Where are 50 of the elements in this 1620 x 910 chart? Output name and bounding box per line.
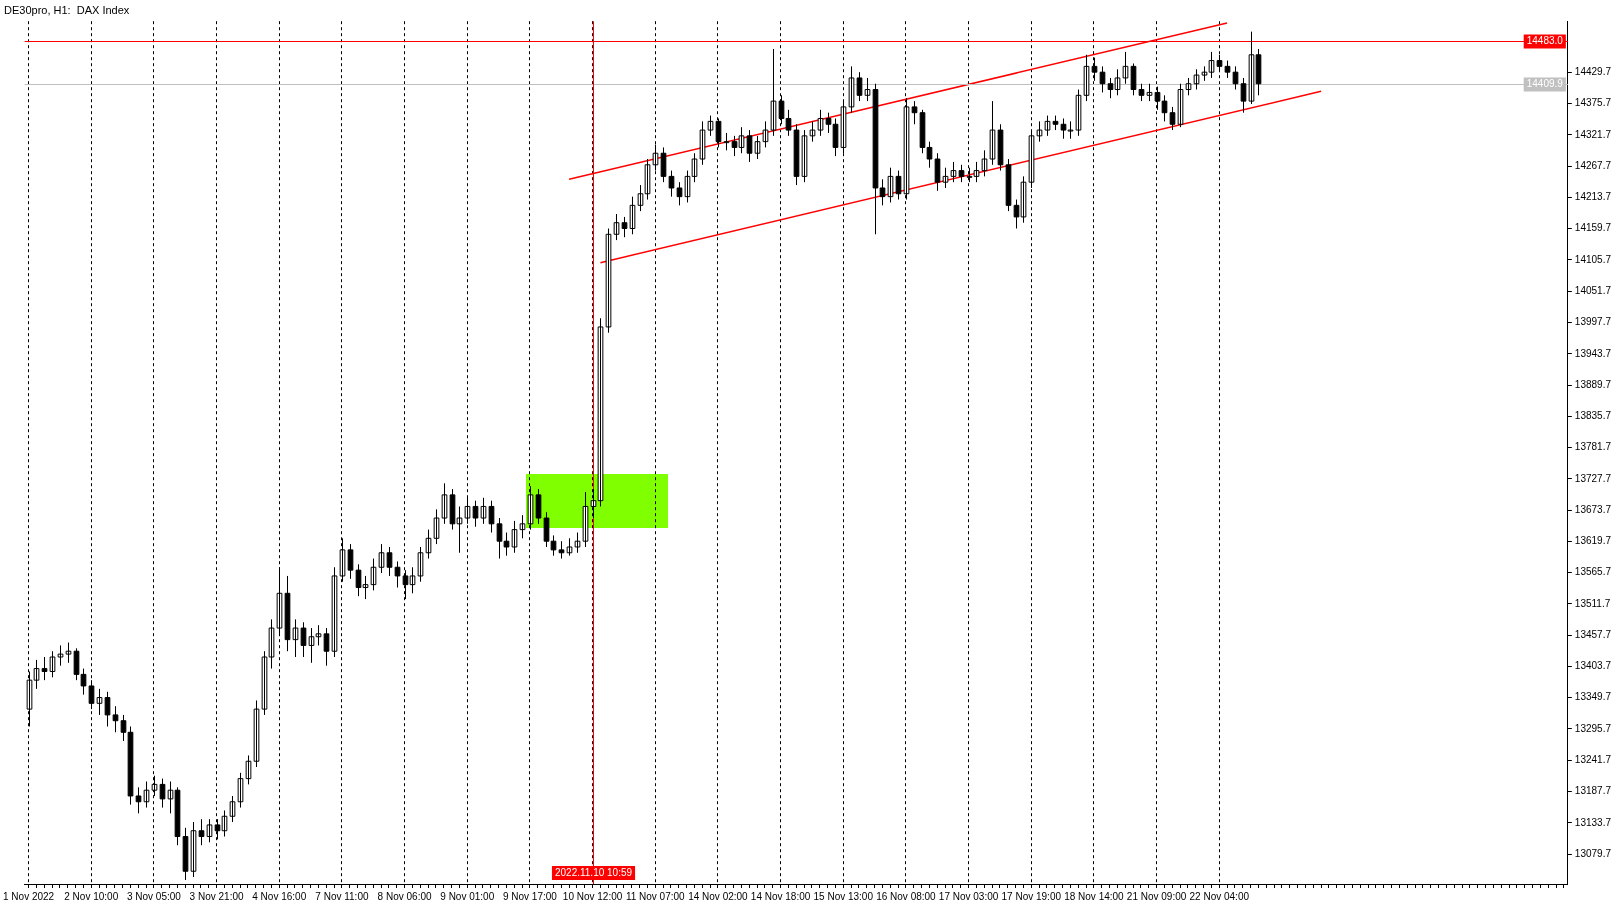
- x-tick-label: 10 Nov 12:00: [562, 890, 623, 902]
- x-tick-label: 17 Nov 03:00: [938, 890, 999, 902]
- y-tick-label: 13565.7: [1574, 566, 1612, 578]
- y-tick-label: 13997.7: [1574, 316, 1612, 328]
- y-tick-label: 13727.7: [1574, 472, 1612, 484]
- ref-line-label: 14483.0: [1526, 35, 1564, 47]
- y-tick-label: 13781.7: [1574, 441, 1612, 453]
- y-tick-label: 13133.7: [1574, 816, 1612, 828]
- y-tick-label: 13889.7: [1574, 378, 1612, 390]
- x-tick-label: 18 Nov 14:00: [1064, 890, 1125, 902]
- y-tick-label: 13403.7: [1574, 660, 1612, 672]
- x-tick-label: 9 Nov 01:00: [440, 890, 495, 902]
- y-tick-label: 13835.7: [1574, 410, 1612, 422]
- y-tick-label: 14429.7: [1574, 66, 1612, 78]
- y-tick-label: 13673.7: [1574, 503, 1612, 515]
- ref-line-label: 2022.11.10 10:59: [554, 866, 633, 878]
- x-tick-label: 22 Nov 04:00: [1189, 890, 1250, 902]
- x-tick-label: 9 Nov 17:00: [502, 890, 558, 902]
- y-tick-label: 13079.7: [1574, 847, 1612, 859]
- x-tick-label: 7 Nov 11:00: [315, 890, 369, 902]
- y-tick-label: 13187.7: [1574, 785, 1612, 797]
- x-tick-label: 14 Nov 18:00: [750, 890, 811, 902]
- y-tick-label: 14159.7: [1574, 222, 1612, 234]
- x-tick-label: 15 Nov 13:00: [813, 890, 874, 902]
- chart-title: DE30pro, H1: DAX Index: [4, 3, 130, 16]
- y-tick-label: 13295.7: [1574, 722, 1612, 734]
- y-tick-label: 13511.7: [1574, 597, 1611, 609]
- x-tick-label: 16 Nov 08:00: [876, 890, 937, 902]
- y-tick-label: 14321.7: [1574, 128, 1612, 140]
- x-tick-label: 3 Nov 05:00: [126, 890, 182, 902]
- x-tick-label: 4 Nov 16:00: [252, 890, 307, 902]
- y-tick-label: 13943.7: [1574, 347, 1612, 359]
- x-tick-label: 1 Nov 2022: [3, 890, 55, 902]
- x-tick-label: 21 Nov 09:00: [1126, 890, 1187, 902]
- y-tick-label: 14375.7: [1574, 97, 1612, 109]
- y-tick-label: 14105.7: [1574, 253, 1612, 265]
- x-tick-label: 3 Nov 21:00: [189, 890, 244, 902]
- ref-line-label: 14409.9: [1526, 78, 1564, 90]
- y-tick-label: 14051.7: [1574, 284, 1612, 296]
- x-tick-label: 2 Nov 10:00: [64, 890, 119, 902]
- y-tick-label: 13349.7: [1574, 691, 1612, 703]
- y-tick-label: 13457.7: [1574, 628, 1612, 640]
- y-tick-label: 14267.7: [1574, 159, 1612, 171]
- y-tick-label: 13619.7: [1574, 535, 1612, 547]
- x-tick-label: 11 Nov 07:00: [625, 890, 686, 902]
- y-tick-label: 13241.7: [1574, 754, 1612, 765]
- y-tick-label: 14213.7: [1574, 191, 1612, 203]
- x-tick-label: 8 Nov 06:00: [377, 890, 432, 902]
- x-tick-label: 17 Nov 19:00: [1001, 890, 1062, 902]
- x-tick-label: 14 Nov 02:00: [688, 890, 749, 902]
